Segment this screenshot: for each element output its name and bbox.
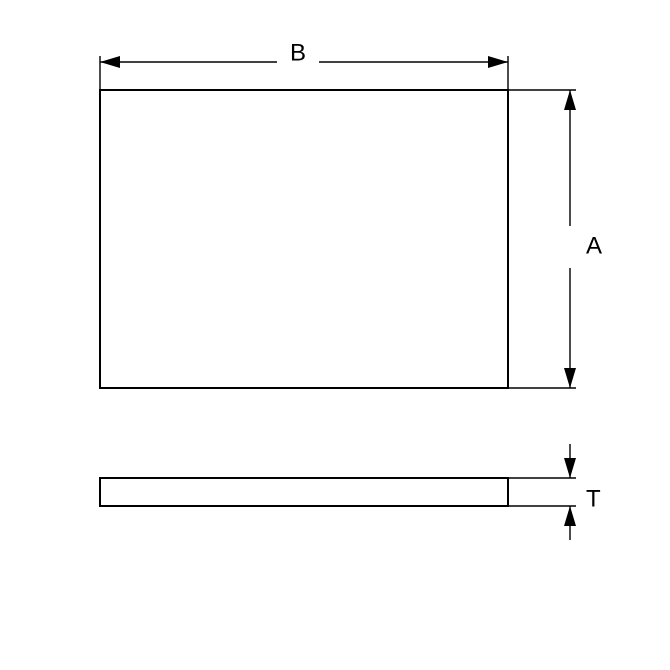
arrowhead xyxy=(564,368,576,388)
arrowhead xyxy=(564,506,576,526)
arrowhead xyxy=(564,458,576,478)
dim-label-b: B xyxy=(290,39,306,66)
dim-label-a: A xyxy=(586,232,602,259)
plan-view-rect xyxy=(100,90,508,388)
side-view-rect xyxy=(100,478,508,506)
arrowhead xyxy=(100,56,120,68)
arrowhead xyxy=(488,56,508,68)
dimension-diagram: B A T xyxy=(0,0,670,670)
dim-label-t: T xyxy=(586,485,601,512)
arrowhead xyxy=(564,90,576,110)
